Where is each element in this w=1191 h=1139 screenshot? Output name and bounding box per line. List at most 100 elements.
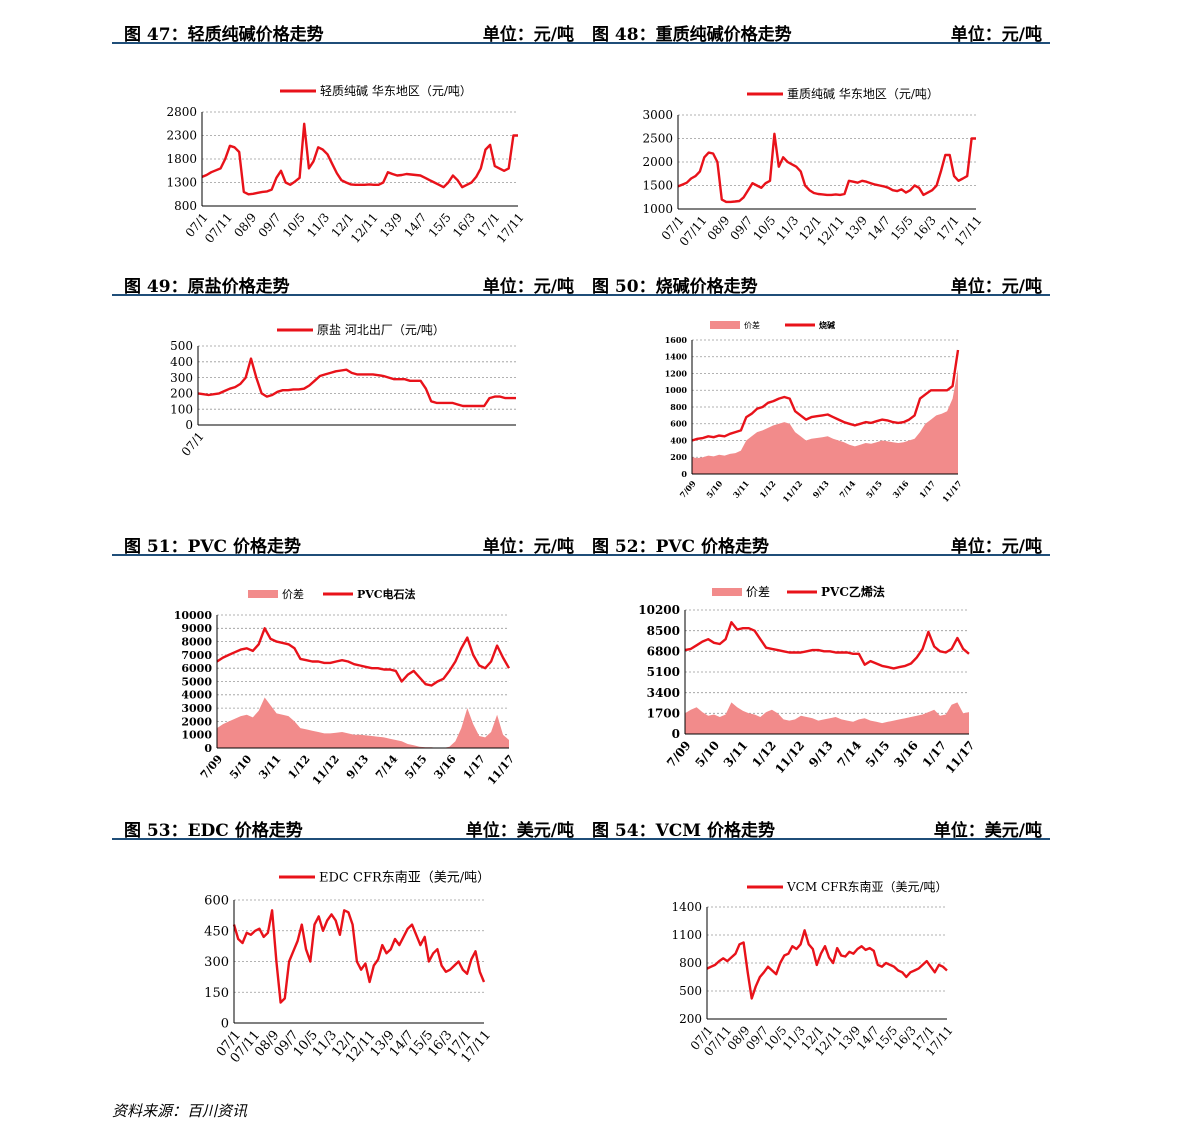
series-line-1 [691, 349, 960, 442]
y-tick-label: 4000 [181, 689, 212, 702]
x-tick-label: 1/12 [285, 753, 312, 782]
series-line-1 [684, 621, 970, 670]
y-tick-label: 9000 [181, 622, 212, 635]
x-tick-label: 13/9 [377, 210, 405, 240]
figure-header: 图 51：PVC 价格走势 单位：元/吨 [112, 530, 582, 557]
figure-unit: 单位：元/吨 [482, 277, 574, 297]
y-tick-label: 300 [170, 371, 193, 385]
x-tick-label: 3/11 [731, 478, 751, 499]
series-area-0 [217, 697, 509, 748]
series-line-0 [201, 122, 518, 196]
legend-label: 价差 [744, 320, 760, 330]
y-tick-label: 400 [170, 355, 193, 369]
series-line-0 [677, 132, 976, 204]
x-tick-label: 7/14 [837, 478, 858, 500]
x-tick-label: 11/17 [940, 478, 964, 504]
y-tick-label: 1300 [166, 176, 197, 190]
x-tick-label: 5/15 [863, 738, 893, 770]
chart-fig-53: 015030045060007/107/1108/909/710/511/312… [204, 870, 494, 1067]
y-tick-label: 1000 [665, 385, 688, 395]
y-tick-label: 100 [170, 402, 193, 416]
y-tick-label: 10200 [638, 603, 680, 617]
y-tick-label: 800 [174, 199, 197, 213]
y-tick-label: 150 [204, 986, 229, 1001]
x-tick-label: 09/7 [256, 210, 284, 240]
y-tick-label: 1600 [665, 335, 688, 345]
figure-header: 图 49：原盐价格走势 单位：元/吨 [112, 270, 582, 297]
y-tick-label: 2500 [642, 132, 673, 146]
y-tick-label: 6000 [181, 662, 212, 675]
legend-label: 价差 [746, 585, 770, 599]
y-tick-label: 2000 [642, 155, 673, 169]
y-tick-label: 1000 [642, 202, 673, 216]
legend-swatch [248, 590, 278, 598]
figure-unit: 单位：美元/吨 [465, 821, 574, 841]
x-tick-label: 5/15 [864, 478, 884, 499]
figure-unit: 单位：元/吨 [482, 537, 574, 557]
x-tick-label: 14/7 [865, 213, 893, 243]
y-tick-label: 1100 [671, 928, 702, 942]
y-tick-label: 600 [670, 419, 687, 429]
x-tick-label: 9/13 [806, 738, 836, 770]
series-line-0 [706, 929, 948, 1000]
legend-label: PVC电石法 [357, 587, 416, 601]
x-tick-label: 10/5 [280, 210, 308, 240]
x-tick-label: 11/12 [780, 478, 804, 504]
x-tick-label: 07/1 [179, 429, 207, 459]
x-tick-label: 16/3 [450, 210, 478, 240]
series-area-0 [685, 702, 969, 734]
figure-header: 图 52：PVC 价格走势 单位：元/吨 [580, 530, 1050, 557]
figure-title: 图 49：原盐价格走势 [124, 277, 290, 297]
figure-header: 图 53：EDC 价格走势 单位：美元/吨 [112, 814, 582, 841]
x-tick-label: 09/7 [727, 213, 755, 243]
y-tick-label: 2800 [166, 105, 197, 119]
y-tick-label: 300 [204, 955, 229, 970]
x-tick-label: 1/17 [917, 478, 937, 499]
figure-title: 图 50：烧碱价格走势 [592, 277, 758, 297]
figure-unit: 单位：元/吨 [950, 25, 1042, 45]
y-tick-label: 3000 [181, 702, 212, 715]
y-tick-label: 0 [185, 418, 193, 432]
series-line-0 [232, 909, 486, 1004]
y-tick-label: 2300 [166, 129, 197, 143]
y-tick-label: 600 [204, 894, 229, 909]
x-tick-label: 5/10 [704, 478, 725, 500]
figure-header: 图 54：VCM 价格走势 单位：美元/吨 [580, 814, 1050, 841]
x-tick-label: 13/9 [842, 213, 870, 243]
y-tick-label: 8000 [181, 635, 212, 648]
legend-label: VCM CFR东南亚（美元/吨） [786, 879, 948, 894]
y-tick-label: 800 [679, 956, 702, 970]
x-tick-label: 11/3 [304, 210, 332, 240]
x-tick-label: 15/5 [426, 210, 454, 240]
chart-fig-50: 0 200 400 600 800 1000 1200 1400 1600 7/09 5/10 3/1… [665, 320, 964, 504]
x-tick-label: 11/17 [943, 738, 978, 776]
legend-label: PVC乙烯法 [821, 584, 885, 599]
legend-label: EDC CFR东南亚（美元/吨） [319, 870, 490, 886]
chart-fig-51: 0100020003000400050006000700080009000100… [174, 587, 517, 788]
y-tick-label: 200 [670, 452, 687, 462]
y-tick-label: 400 [670, 435, 687, 445]
x-tick-label: 12/11 [348, 210, 381, 245]
series-line-1 [216, 627, 511, 687]
x-tick-label: 3/16 [431, 752, 459, 781]
figure-title: 图 53：EDC 价格走势 [124, 821, 303, 841]
y-tick-label: 200 [679, 1012, 702, 1026]
x-tick-label: 10/5 [750, 213, 778, 243]
legend-label: 烧碱 [819, 320, 835, 330]
x-tick-label: 7/09 [198, 753, 225, 782]
figure-title: 图 54：VCM 价格走势 [592, 821, 776, 841]
y-tick-label: 450 [204, 924, 229, 939]
x-tick-label: 5/15 [402, 753, 429, 782]
y-tick-label: 0 [204, 742, 212, 755]
y-tick-label: 500 [679, 984, 702, 998]
figure-title: 图 52：PVC 价格走势 [592, 537, 769, 557]
figure-title: 图 48：重质纯碱价格走势 [592, 25, 792, 45]
x-tick-label: 11/12 [772, 738, 807, 776]
y-tick-label: 6800 [647, 645, 680, 659]
y-tick-label: 7000 [181, 649, 212, 662]
x-tick-label: 1/17 [461, 753, 488, 782]
x-tick-label: 17/11 [494, 210, 527, 245]
y-tick-label: 0 [221, 1017, 229, 1032]
x-tick-label: 16/3 [911, 213, 939, 243]
y-tick-label: 1000 [181, 729, 212, 742]
